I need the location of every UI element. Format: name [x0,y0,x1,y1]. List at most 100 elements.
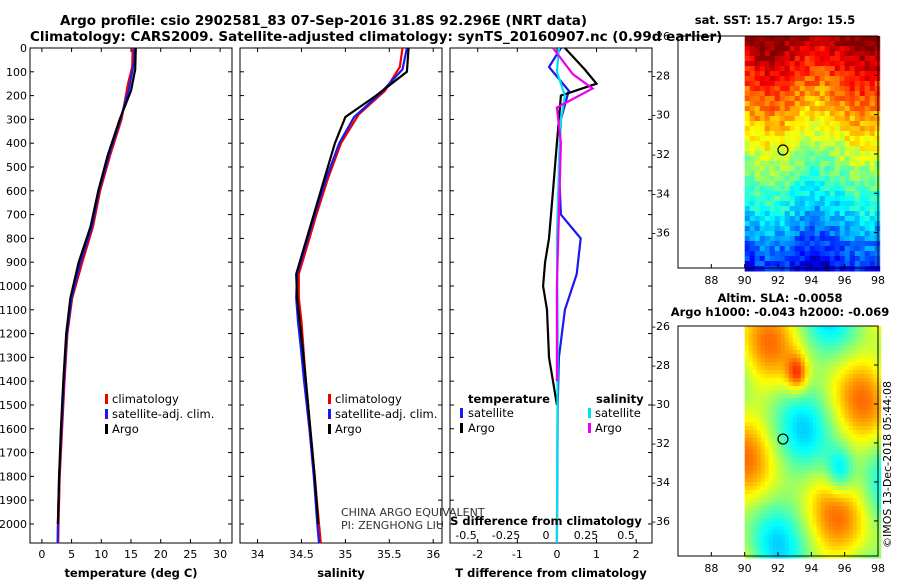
map-cell [788,394,794,399]
map-cell [824,226,831,232]
map-ytick-label: -36 [652,227,670,240]
map-cell [744,131,751,137]
map-cell [820,518,826,523]
map-cell [819,136,826,142]
map-cell [834,121,841,127]
map-cell [748,550,754,555]
map-cell [839,76,846,82]
map-cell [816,418,822,423]
map-cell [869,131,876,137]
map-cell [792,442,798,447]
map-cell [800,430,806,435]
map-cell [799,161,806,167]
map-cell [768,474,774,479]
map-cell [876,550,882,555]
map-cell [856,482,862,487]
map-cell [744,176,751,182]
map-cell [844,261,851,267]
map-cell [844,410,850,415]
map-cell [774,201,781,207]
map-cell [860,378,866,383]
map-cell [876,366,882,371]
map-cell [856,466,862,471]
map-cell [839,156,846,162]
map-cell [824,350,830,355]
map-cell [796,326,802,331]
map-cell [812,378,818,383]
map-cell [756,482,762,487]
map-cell [744,111,751,117]
map-cell [754,131,761,137]
map-cell [789,56,796,62]
map-cell [814,161,821,167]
map-cell [759,46,766,52]
map-cell [809,211,816,217]
map-cell [820,482,826,487]
map-cell [749,186,756,192]
map-cell [788,330,794,335]
map-cell [876,410,882,415]
map-cell [760,530,766,535]
map-cell [848,514,854,519]
map-cell [752,438,758,443]
map-cell [868,434,874,439]
map-cell [744,458,750,463]
map-cell [828,482,834,487]
map-cell [854,66,861,72]
map-cell [749,131,756,137]
map-cell [764,514,770,519]
map-cell [816,430,822,435]
map-cell [828,442,834,447]
map-cell [869,166,876,172]
map-cell [854,126,861,132]
map-cell [876,530,882,535]
map-cell [812,422,818,427]
map-cell [856,542,862,547]
map-cell [840,482,846,487]
map-cell [864,46,871,52]
map-cell [752,394,758,399]
map-cell [836,530,842,535]
map-cell [760,418,766,423]
map-cell [819,126,826,132]
map-cell [814,81,821,87]
map-cell [814,256,821,262]
map-cell [744,422,750,427]
map-cell [764,131,771,137]
map-cell [816,370,822,375]
map-cell [859,146,866,152]
map-cell [840,346,846,351]
map-cell [829,261,836,267]
map-cell [768,442,774,447]
map-cell [792,446,798,451]
map-cell [752,430,758,435]
map-cell [784,426,790,431]
map-cell [856,362,862,367]
map-cell [840,466,846,471]
map-cell [780,406,786,411]
map-cell [769,221,776,227]
map-cell [804,236,811,242]
map-cell [836,542,842,547]
map-cell [809,231,816,237]
map-cell [824,546,830,551]
map-cell [816,338,822,343]
map-cell [754,196,761,202]
map-cell [792,346,798,351]
map-cell [799,81,806,87]
map-cell [779,196,786,202]
map-cell [819,156,826,162]
map-cell [808,414,814,419]
map-cell [819,166,826,172]
map-cell [852,394,858,399]
map-cell [792,410,798,415]
map-cell [752,542,758,547]
map-cell [808,478,814,483]
map-cell [829,166,836,172]
map-cell [808,462,814,467]
map-cell [824,514,830,519]
map-cell [808,546,814,551]
map-cell [799,246,806,252]
map-cell [836,430,842,435]
map-cell [816,366,822,371]
